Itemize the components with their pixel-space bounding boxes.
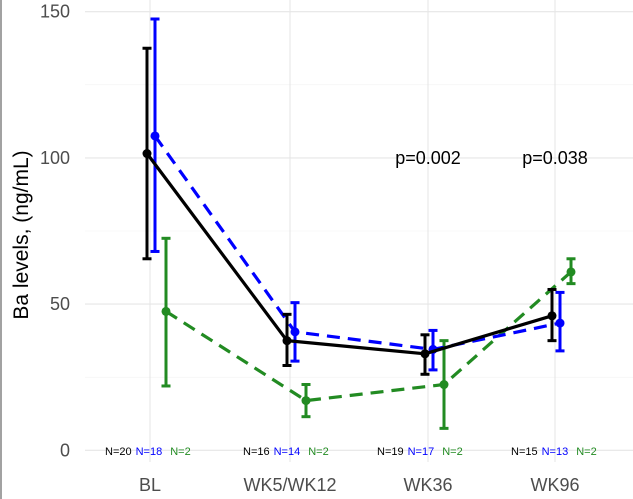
- series: [142, 17, 576, 430]
- y-tick-label: 100: [40, 148, 70, 168]
- sample-size-value: N=14: [274, 446, 301, 458]
- sample-size-label: N=16 N=14 N=2: [243, 446, 329, 458]
- sample-size-value: N=2: [576, 446, 597, 458]
- sample-size-value: N=17: [408, 446, 435, 458]
- y-axis-title: Ba levels, (ng/mL): [10, 150, 33, 319]
- y-tick-label: 150: [40, 2, 70, 22]
- p-value-annotation: p=0.038: [522, 148, 588, 168]
- sample-size-value: N=19: [377, 446, 404, 458]
- y-tick-label: 0: [60, 440, 70, 460]
- data-point: [547, 311, 557, 321]
- x-tick-label: WK96: [530, 475, 579, 495]
- x-tick-label: BL: [139, 475, 161, 495]
- p-value-annotation: p=0.002: [395, 148, 461, 168]
- sample-size-value: N=20: [105, 446, 132, 458]
- sample-size-value: N=15: [511, 446, 538, 458]
- data-point: [301, 396, 311, 406]
- sample-size-labels: N=20 N=18 N=2 N=16 N=14 N=2 N=19 N=17 N=2 N=15 N=1…: [105, 446, 597, 458]
- x-tick-label: WK5/WK12: [243, 475, 336, 495]
- sample-size-value: N=18: [136, 446, 163, 458]
- data-point: [290, 327, 300, 337]
- sample-size-label: N=20 N=18 N=2: [105, 446, 191, 458]
- sample-size-value: N=2: [308, 446, 329, 458]
- sample-size-value: N=16: [243, 446, 270, 458]
- sample-size-label: N=19 N=17 N=2: [377, 446, 463, 458]
- x-tick-label: WK36: [403, 475, 452, 495]
- data-point: [161, 306, 171, 316]
- data-point: [420, 349, 430, 359]
- data-point: [142, 149, 152, 159]
- sample-size-value: N=2: [170, 446, 191, 458]
- sample-size-value: N=13: [542, 446, 569, 458]
- data-point: [555, 318, 565, 328]
- data-point: [150, 131, 160, 141]
- gridlines: [85, 0, 633, 462]
- data-point: [439, 380, 449, 390]
- data-point: [566, 267, 576, 277]
- data-point: [282, 336, 292, 346]
- x-tick-labels: BL WK5/WK12 WK36 WK96: [139, 475, 580, 495]
- y-tick-labels: 0 50 100 150: [40, 2, 70, 461]
- series-0: [142, 46, 557, 376]
- series-line: [145, 152, 553, 356]
- sample-size-value: N=2: [442, 446, 463, 458]
- annotations: p=0.002 p=0.038: [395, 148, 588, 168]
- series-line: [153, 135, 561, 352]
- sample-size-label: N=15 N=13 N=2: [511, 446, 597, 458]
- y-tick-label: 50: [50, 294, 70, 314]
